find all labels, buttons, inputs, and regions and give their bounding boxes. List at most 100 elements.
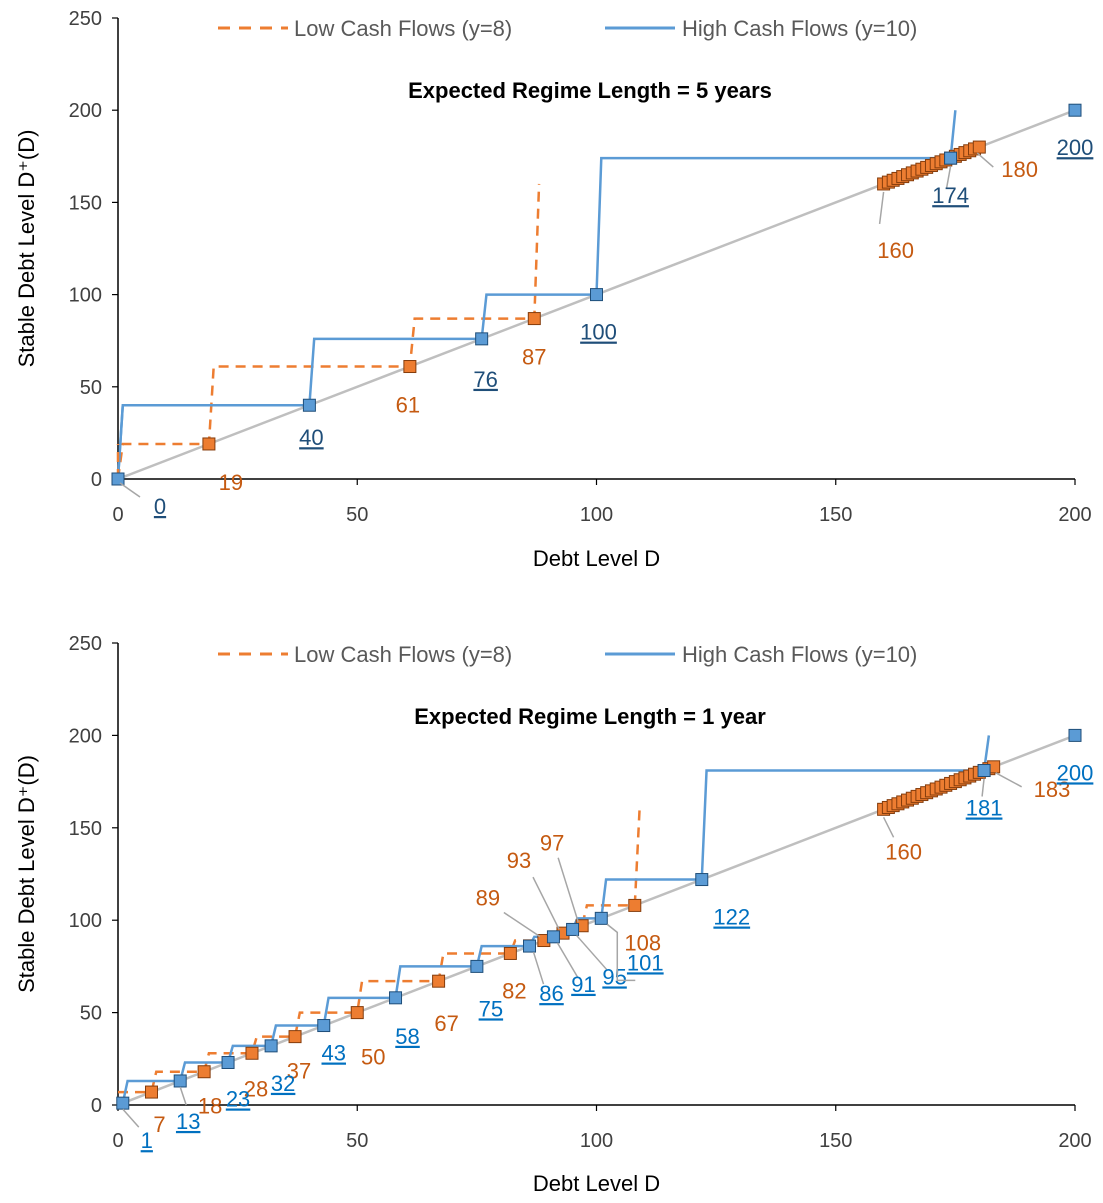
y-tick-label: 100: [69, 285, 102, 307]
low-data-label: 108: [624, 930, 661, 955]
high-stable-marker: [221, 1055, 235, 1069]
x-tick-label: 150: [819, 1130, 852, 1152]
chart-title: Expected Regime Length = 5 years: [408, 78, 772, 103]
x-tick-label: 100: [580, 1130, 613, 1152]
high-label-leader: [119, 482, 141, 498]
low-stable-marker: [628, 898, 642, 912]
high-cash-flows-line: [116, 110, 957, 480]
x-tick-label: 0: [112, 1130, 123, 1152]
high-stable-marker: [695, 873, 709, 887]
high-data-label: 0: [154, 494, 166, 519]
low-label-leader: [878, 191, 885, 225]
low-stable-marker: [350, 1006, 364, 1020]
x-tick-label: 50: [346, 504, 368, 526]
low-data-label: 183: [1034, 777, 1071, 802]
x-axis-title: Debt Level D: [533, 1171, 660, 1196]
low-stable-marker: [432, 974, 446, 988]
low-data-label: 7: [153, 1112, 165, 1137]
high-stable-marker: [389, 991, 403, 1005]
y-tick-label: 50: [80, 377, 102, 399]
high-label-leader: [179, 1086, 187, 1106]
high-data-label: 200: [1057, 760, 1094, 785]
high-label-leader: [532, 951, 545, 985]
high-data-label: 122: [713, 905, 750, 930]
high-data-label: 43: [322, 1041, 346, 1066]
high-data-label: 40: [299, 425, 323, 450]
y-axis-title: Stable Debt Level D⁺(D): [14, 130, 39, 368]
high-data-label: 75: [479, 996, 503, 1021]
high-stable-marker: [977, 764, 991, 778]
chart-panel-1: 0 50 100 150 200 250 0 50 100 150 200 Debt Level D S…: [14, 8, 1093, 571]
high-data-label: 76: [473, 367, 497, 392]
low-stable-marker: [202, 437, 216, 451]
y-tick-label: 100: [69, 910, 102, 932]
high-label-leader: [606, 923, 636, 982]
high-stable-marker: [470, 959, 484, 973]
y-tick-label: 250: [69, 633, 102, 655]
low-stable-marker: [144, 1085, 158, 1099]
low-stable-marker: [288, 1030, 302, 1044]
legend-label-high: High Cash Flows (y=10): [682, 16, 917, 41]
high-stable-marker: [264, 1039, 278, 1053]
high-label-leader: [556, 942, 579, 978]
high-stable-marker: [116, 1096, 130, 1110]
low-label-leader: [503, 911, 541, 938]
y-tick-label: 0: [91, 469, 102, 491]
x-tick-label: 100: [580, 504, 613, 526]
y-tick-label: 250: [69, 8, 102, 30]
x-tick-label: 0: [112, 504, 123, 526]
high-stable-marker: [594, 911, 608, 925]
low-data-label: 160: [877, 238, 914, 263]
high-data-label: 23: [226, 1086, 250, 1111]
high-label-leader: [981, 778, 985, 797]
low-data-label: 93: [507, 848, 531, 873]
y-tick-label: 150: [69, 192, 102, 214]
high-stable-marker: [944, 151, 958, 165]
high-data-label: 200: [1057, 135, 1094, 160]
low-data-label: 19: [219, 470, 243, 495]
high-cash-flows-start: [116, 405, 125, 480]
high-data-label: 86: [539, 981, 563, 1006]
y-tick-label: 200: [69, 100, 102, 122]
high-stable-marker: [302, 398, 316, 412]
high-data-label: 32: [271, 1071, 295, 1096]
legend: Low Cash Flows (y=8) High Cash Flows (y=1…: [218, 642, 917, 667]
y-tick-label: 150: [69, 818, 102, 840]
high-stable-marker: [173, 1074, 187, 1088]
x-tick-label: 50: [346, 1130, 368, 1152]
low-label-leader: [995, 772, 1023, 788]
low-cash-flows-line: [116, 183, 541, 480]
low-data-label: 18: [198, 1094, 222, 1119]
low-data-label: 160: [885, 839, 922, 864]
low-data-label: 97: [540, 831, 564, 856]
low-stable-marker: [972, 140, 986, 154]
low-data-label: 67: [434, 1011, 458, 1036]
low-stable-marker: [527, 312, 541, 326]
low-data-label: 87: [522, 345, 546, 370]
low-data-label: 82: [502, 978, 526, 1003]
high-data-label: 95: [602, 964, 626, 989]
high-data-label: 58: [395, 1024, 419, 1049]
x-tick-label: 150: [819, 504, 852, 526]
high-stable-marker: [111, 472, 125, 486]
high-stable-marker: [317, 1019, 331, 1033]
high-label-leader: [122, 1108, 140, 1128]
low-label-leader: [557, 857, 579, 922]
x-tick-label: 200: [1058, 504, 1091, 526]
low-label-leader: [532, 876, 560, 930]
high-data-label: 174: [932, 183, 969, 208]
high-data-label: 1: [141, 1128, 153, 1153]
low-data-label: 180: [1001, 157, 1038, 182]
high-stable-marker: [475, 332, 489, 346]
high-stable-marker: [523, 939, 537, 953]
low-label-leader: [976, 152, 994, 168]
legend: Low Cash Flows (y=8) High Cash Flows (y=1…: [218, 16, 917, 41]
legend-label-low: Low Cash Flows (y=8): [294, 16, 512, 41]
low-data-label: 89: [476, 886, 500, 911]
high-label-leader: [576, 934, 608, 970]
low-stable-marker: [197, 1065, 211, 1079]
high-stable-marker: [1068, 103, 1082, 117]
low-stable-marker: [403, 360, 417, 374]
high-stable-marker: [566, 922, 580, 936]
